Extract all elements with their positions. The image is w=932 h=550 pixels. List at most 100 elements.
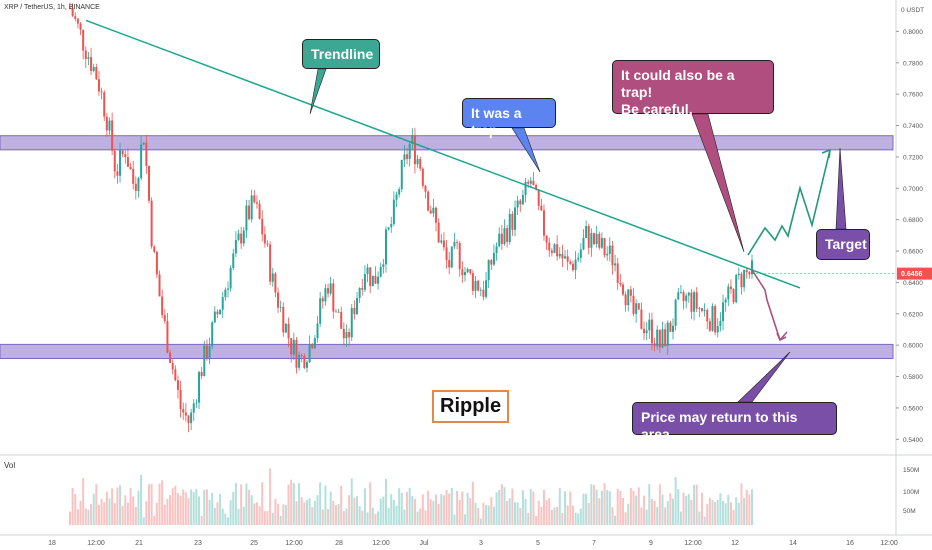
volume-bar	[416, 511, 419, 525]
volume-bar	[353, 497, 356, 525]
price-badge	[897, 267, 932, 280]
candle-body	[469, 269, 472, 274]
volume-bar	[579, 508, 582, 525]
candle-body	[708, 321, 711, 331]
volume-bar	[492, 506, 495, 525]
candle-body	[545, 235, 548, 243]
candle-body	[603, 238, 606, 256]
volume-bar	[290, 479, 293, 525]
volume-bar	[406, 491, 409, 525]
candle-body	[269, 244, 272, 282]
volume-bar	[240, 484, 243, 525]
volume-bar	[616, 488, 619, 525]
candle-body	[564, 256, 567, 259]
volume-bar	[292, 483, 295, 525]
return-area-label[interactable]: Price may return to this area	[632, 402, 837, 442]
candle-body	[82, 29, 85, 51]
volume-tick-label: 50M	[903, 508, 916, 515]
volume-bar	[179, 495, 182, 525]
volume-bar	[487, 505, 490, 525]
volume-bar	[500, 484, 503, 525]
candle-body	[290, 338, 293, 355]
trap-label[interactable]: It was a trap	[462, 98, 556, 138]
candle-body	[440, 240, 443, 243]
volume-bar	[632, 490, 635, 525]
green-projection-arrowhead	[821, 148, 831, 159]
volume-bar	[171, 488, 174, 525]
candle-body	[208, 346, 211, 359]
candle-body	[548, 242, 551, 251]
candle-body	[129, 166, 132, 170]
candle-body	[140, 144, 143, 179]
target-label[interactable]: Target	[816, 229, 870, 260]
candle-body	[142, 142, 145, 145]
volume-bar	[153, 515, 156, 525]
candle-body	[192, 403, 195, 413]
volume-bar	[569, 491, 572, 525]
candle-body	[553, 244, 556, 253]
candle-body	[748, 271, 751, 275]
candle-body	[103, 92, 106, 117]
volume-bar	[345, 508, 348, 525]
candle-body	[466, 269, 469, 273]
volume-bar	[535, 516, 538, 525]
candle-body	[516, 200, 519, 208]
candle-body	[724, 299, 727, 303]
candle-body	[298, 354, 301, 368]
candle-body	[429, 210, 432, 214]
volume-bar	[155, 502, 158, 525]
volume-bar	[253, 503, 256, 525]
candle-body	[329, 283, 332, 294]
candle-body	[400, 159, 403, 190]
volume-bar	[242, 506, 245, 525]
x-tick-label: 21	[135, 540, 143, 547]
volume-bar	[163, 504, 166, 525]
also-trap-label[interactable]: It could also be a trap! Be careful.	[612, 60, 774, 117]
y-tick-label: 0.6400	[903, 280, 923, 287]
candle-body	[503, 228, 506, 244]
volume-bar	[656, 507, 659, 525]
candle-body	[379, 266, 382, 277]
candle-body	[279, 306, 282, 308]
also-trap-line2: Be careful.	[621, 101, 693, 117]
candle-body	[658, 329, 661, 348]
candle-body	[282, 306, 285, 333]
candle-body	[550, 250, 553, 253]
volume-bar	[298, 483, 301, 525]
candle-body	[203, 345, 206, 377]
volume-bar	[87, 509, 90, 525]
volume-bar	[477, 508, 480, 525]
candle-body	[519, 200, 522, 205]
candle-body	[205, 345, 208, 359]
volume-bar	[603, 483, 606, 525]
candle-body	[277, 292, 280, 308]
volume-bar	[743, 497, 746, 525]
volume-bar	[92, 493, 95, 525]
x-tick-label: 12	[731, 540, 739, 547]
red-projection-arrowhead	[776, 332, 787, 342]
volume-bar	[571, 505, 574, 525]
candle-body	[92, 67, 95, 71]
volume-bar	[229, 500, 232, 525]
y-axis-top-label: 0 USDT	[901, 7, 924, 14]
candle-body	[463, 272, 466, 276]
candle-body	[248, 205, 251, 220]
trendline-label[interactable]: Trendline	[302, 39, 380, 69]
x-tick-label: 23	[194, 540, 202, 547]
volume-bar	[158, 483, 161, 525]
x-tick-label: 12:00	[285, 540, 303, 547]
volume-bar	[187, 498, 190, 525]
volume-bar	[382, 496, 385, 525]
y-tick-label: 0.7800	[903, 60, 923, 67]
volume-bar	[358, 506, 361, 525]
candle-body	[374, 275, 377, 284]
candle-body	[190, 412, 193, 424]
candle-body	[672, 325, 675, 332]
volume-bar	[334, 505, 337, 525]
volume-bar	[195, 488, 198, 525]
volume-bar	[471, 481, 474, 525]
volume-bar	[140, 474, 143, 525]
volume-bar	[687, 494, 690, 525]
ripple-label: Ripple	[432, 390, 510, 423]
